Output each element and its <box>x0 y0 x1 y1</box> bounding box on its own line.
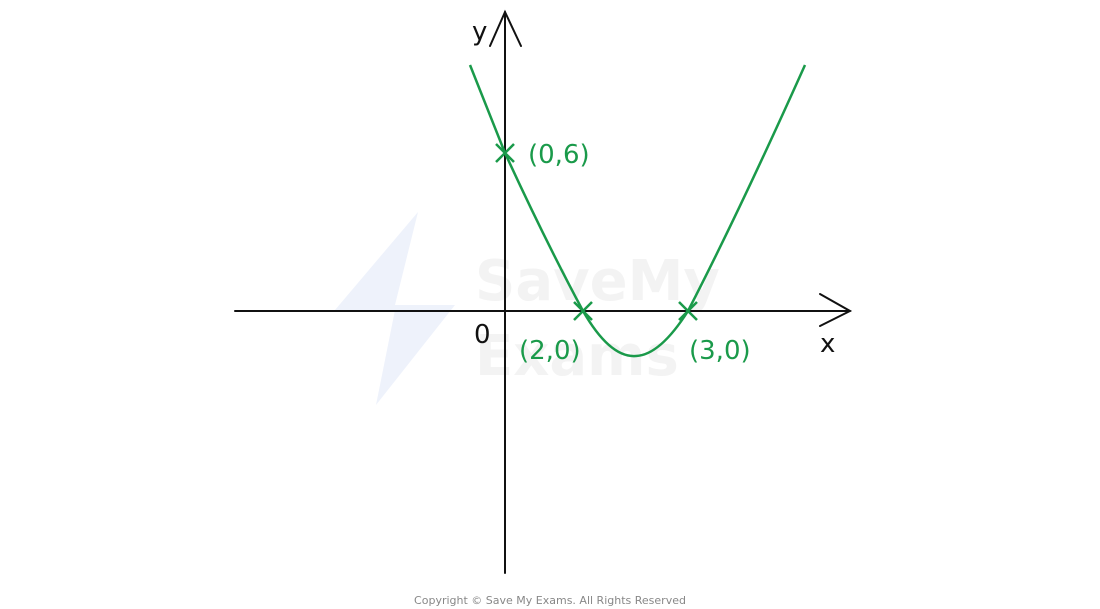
watermark-text: Exams <box>475 324 679 389</box>
point-label: (3,0) <box>689 336 751 366</box>
x-arrow <box>819 293 853 327</box>
cross <box>678 301 698 321</box>
origin-label: 0 <box>474 320 491 350</box>
point-label: (0,6) <box>528 140 590 170</box>
cross <box>573 301 593 321</box>
footer: Copyright © Save My Exams. All Rights Re… <box>414 594 686 607</box>
point-label: (2,0) <box>519 336 581 366</box>
watermark-logo <box>335 212 455 405</box>
watermark-text: SaveMy <box>475 249 720 314</box>
x-label: x <box>820 329 835 359</box>
y-label: y <box>472 17 487 47</box>
point-markers <box>495 143 698 321</box>
axes <box>234 9 853 574</box>
cross <box>495 143 515 163</box>
y-arrow <box>489 9 522 47</box>
